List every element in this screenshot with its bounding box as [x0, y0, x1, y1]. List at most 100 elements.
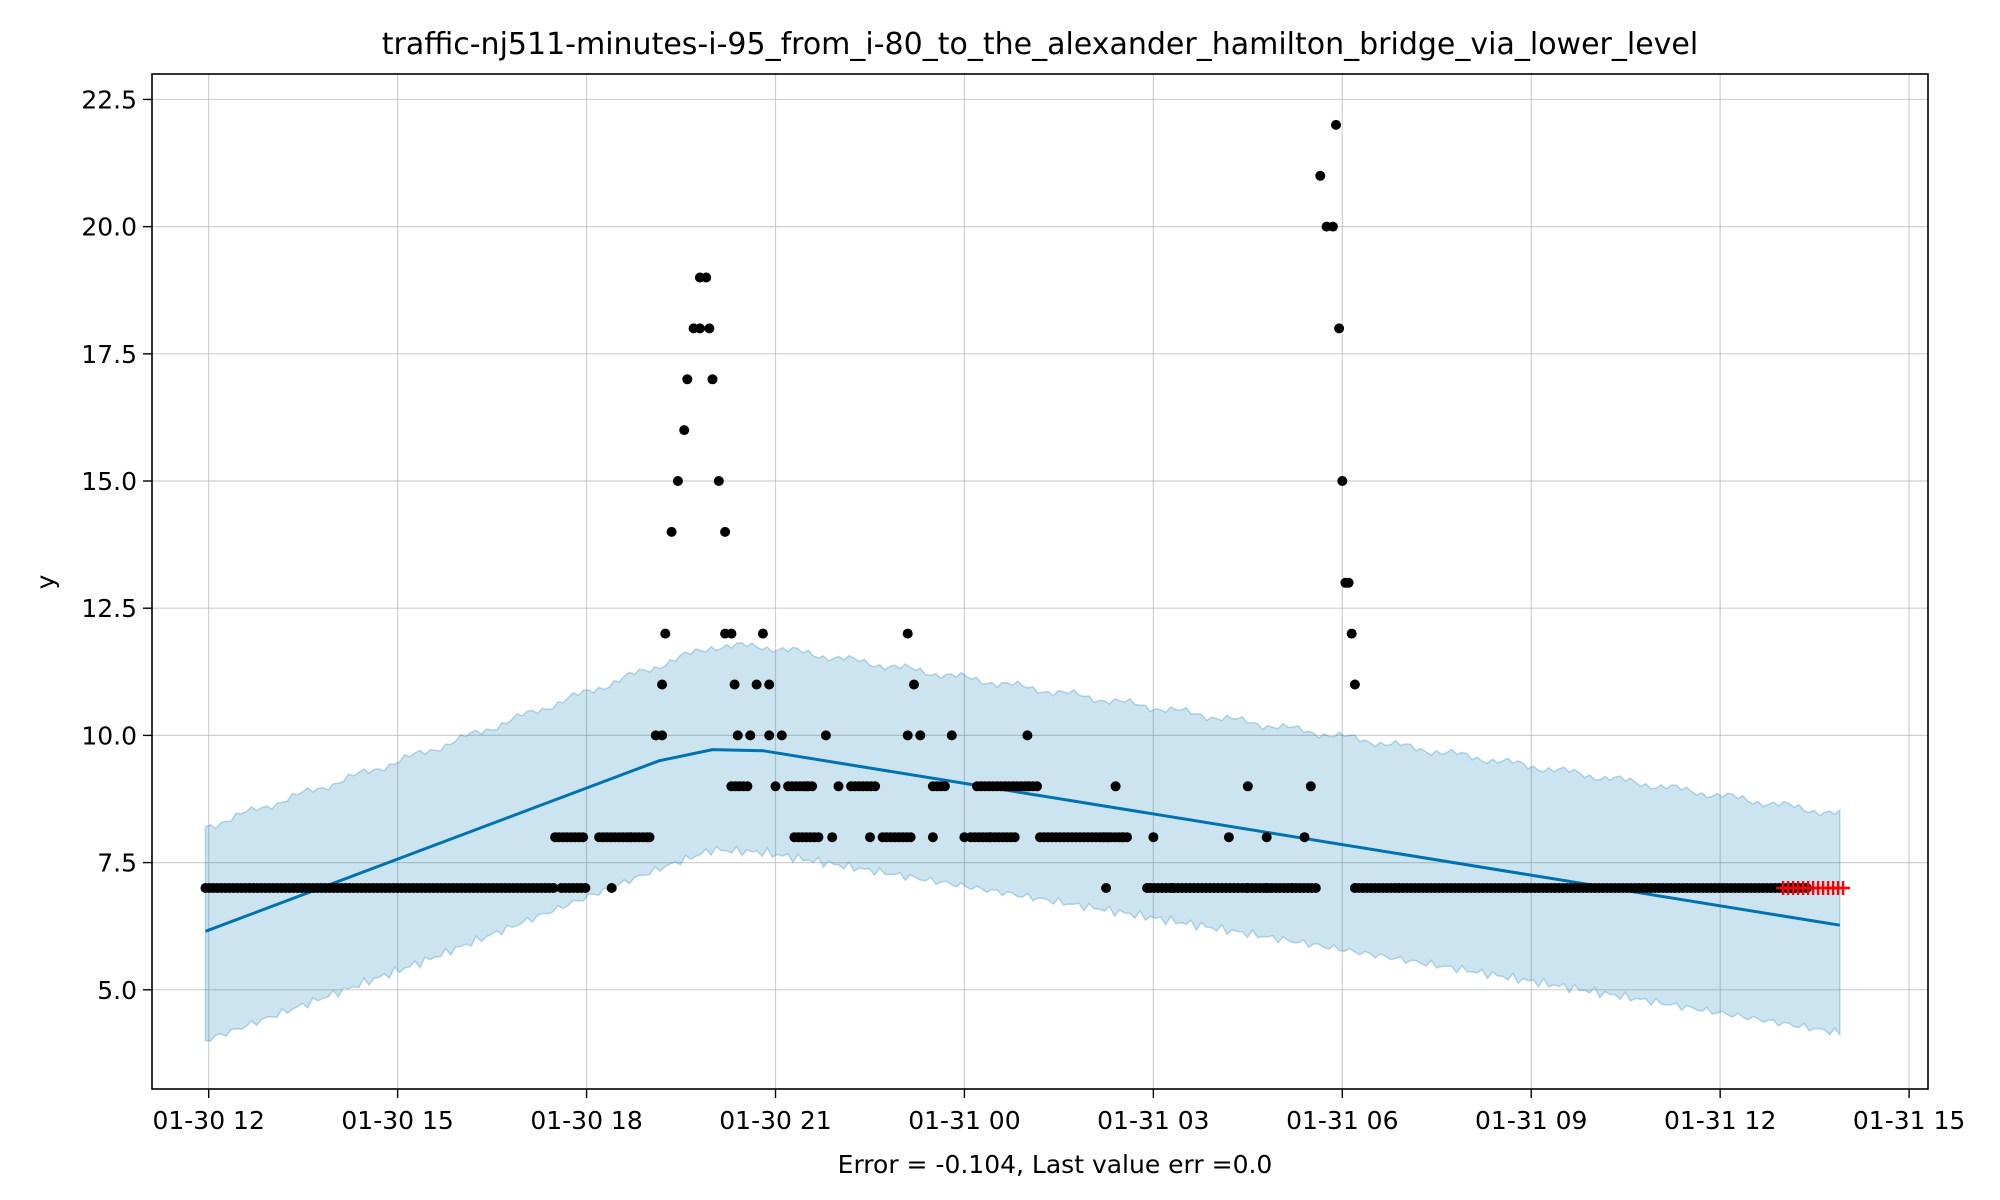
forecast-line — [204, 748, 1841, 933]
y-axis-ticks: 5.0 7.5 10.0 12.5 15.0 17.5 20.0 22.5 — [81, 85, 152, 1005]
chart-title: traffic-nj511-minutes-i-95_from_i-80_to_… — [382, 27, 1698, 62]
data-point — [606, 883, 617, 893]
data-point — [1261, 832, 1272, 843]
data-point — [1343, 577, 1354, 588]
data-point — [1286, 883, 1297, 893]
data-point — [764, 730, 775, 741]
data-point — [776, 730, 787, 741]
data-point — [625, 832, 636, 843]
x-tick-label: 01-30 12 — [152, 1106, 264, 1135]
data-point — [820, 730, 831, 741]
y-tick-label: 5.0 — [97, 976, 137, 1005]
data-point — [548, 883, 559, 893]
data-point — [902, 628, 913, 639]
data-point — [657, 730, 668, 741]
data-point — [1022, 781, 1033, 792]
data-point — [578, 832, 589, 843]
data-point — [905, 832, 916, 843]
data-point — [959, 832, 970, 843]
data-point — [720, 526, 731, 537]
data-point — [1315, 170, 1326, 181]
data-point — [833, 781, 844, 792]
y-tick-label: 20.0 — [81, 213, 137, 242]
data-point — [946, 730, 957, 741]
x-tick-label: 01-31 00 — [908, 1106, 1020, 1135]
data-point — [902, 730, 913, 741]
data-point — [865, 832, 875, 843]
y-tick-label: 12.5 — [81, 594, 137, 623]
data-point — [1349, 679, 1360, 690]
data-point — [1299, 832, 1310, 843]
y-tick-label: 22.5 — [81, 85, 137, 114]
data-point — [802, 781, 812, 792]
data-point — [1242, 781, 1253, 792]
data-point — [713, 476, 724, 486]
data-point — [1101, 883, 1112, 893]
data-point — [1148, 832, 1159, 843]
x-tick-label: 01-31 03 — [1097, 1106, 1209, 1135]
data-point — [984, 832, 995, 843]
x-tick-label: 01-30 18 — [530, 1106, 642, 1135]
y-axis-label: y — [31, 574, 60, 589]
data-point — [1009, 832, 1020, 843]
plot-area-frame — [151, 73, 1929, 1090]
data-point — [729, 679, 740, 690]
x-tick-label: 01-31 06 — [1286, 1106, 1398, 1135]
x-axis-ticks: 01-30 12 01-30 15 01-30 18 01-30 21 01-31 00… — [152, 1089, 1965, 1135]
data-point — [1331, 119, 1341, 130]
x-tick-label: 01-31 12 — [1664, 1106, 1776, 1135]
uncertainty-band — [204, 642, 1841, 1042]
data-point — [1116, 832, 1127, 843]
data-point — [701, 272, 712, 283]
data-point — [757, 628, 768, 639]
data-point — [679, 425, 690, 436]
data-point — [707, 374, 718, 385]
data-point — [770, 781, 781, 792]
data-point — [1261, 883, 1272, 893]
observed-points-group — [200, 119, 1812, 893]
data-point — [657, 679, 668, 690]
data-point — [827, 832, 838, 843]
y-tick-label: 15.0 — [81, 467, 137, 496]
data-point — [1334, 323, 1345, 334]
data-point — [1337, 476, 1348, 486]
data-point — [1022, 730, 1033, 741]
data-point — [666, 526, 677, 537]
data-point — [580, 883, 591, 893]
holdout-point — [1836, 881, 1851, 895]
data-point — [644, 832, 655, 843]
data-point — [909, 679, 919, 690]
data-point — [672, 476, 683, 486]
data-point — [726, 628, 737, 639]
data-point — [1223, 832, 1234, 843]
data-point — [1110, 781, 1121, 792]
data-point — [1327, 221, 1338, 232]
data-point — [1167, 883, 1178, 893]
data-point — [694, 323, 705, 334]
data-point — [732, 730, 743, 741]
data-point — [742, 781, 753, 792]
data-point — [870, 781, 881, 792]
data-point — [1305, 781, 1316, 792]
data-point — [704, 323, 715, 334]
data-point — [1310, 883, 1321, 893]
holdout-points-group — [1776, 881, 1851, 895]
data-point — [751, 679, 762, 690]
data-point — [745, 730, 756, 741]
data-point — [927, 832, 938, 843]
uncertainty-band-group — [204, 642, 1841, 1042]
data-point — [1142, 883, 1153, 893]
data-point — [939, 781, 950, 792]
data-point — [682, 374, 693, 385]
grid — [152, 74, 1928, 1089]
forecast-line-group — [204, 748, 1841, 933]
data-point — [813, 832, 824, 843]
data-point — [915, 730, 926, 741]
data-point — [1032, 781, 1042, 792]
y-tick-label: 7.5 — [97, 849, 137, 878]
x-tick-label: 01-31 09 — [1475, 1106, 1587, 1135]
data-point — [660, 628, 671, 639]
y-tick-label: 17.5 — [81, 340, 137, 369]
